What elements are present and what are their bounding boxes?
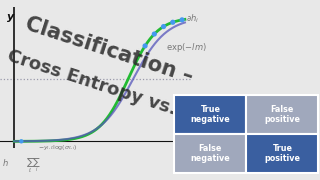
Point <box>170 21 175 24</box>
Text: True
negative: True negative <box>190 105 230 124</box>
Text: $-y_{i,\ell}\log(\sigma_{\ell,i})$: $-y_{i,\ell}\log(\sigma_{\ell,i})$ <box>38 144 78 152</box>
Text: False
negative: False negative <box>190 144 230 163</box>
Text: True
positive: True positive <box>264 144 300 163</box>
Point <box>161 25 166 28</box>
Text: Cross Entropy vs. MSE: Cross Entropy vs. MSE <box>5 46 226 134</box>
Text: $\partial h_i$: $\partial h_i$ <box>186 13 199 25</box>
Text: Classification –: Classification – <box>22 14 195 87</box>
Point <box>19 140 24 143</box>
Point <box>180 18 185 21</box>
Text: $\sum_{\ell}\sum_{i}$: $\sum_{\ell}\sum_{i}$ <box>26 157 40 175</box>
Text: y: y <box>7 12 14 22</box>
Point <box>152 33 157 35</box>
Text: False
positive: False positive <box>264 105 300 124</box>
Text: h: h <box>3 159 8 168</box>
Text: $\exp(-lm)$: $\exp(-lm)$ <box>166 41 207 54</box>
Point <box>142 44 148 47</box>
